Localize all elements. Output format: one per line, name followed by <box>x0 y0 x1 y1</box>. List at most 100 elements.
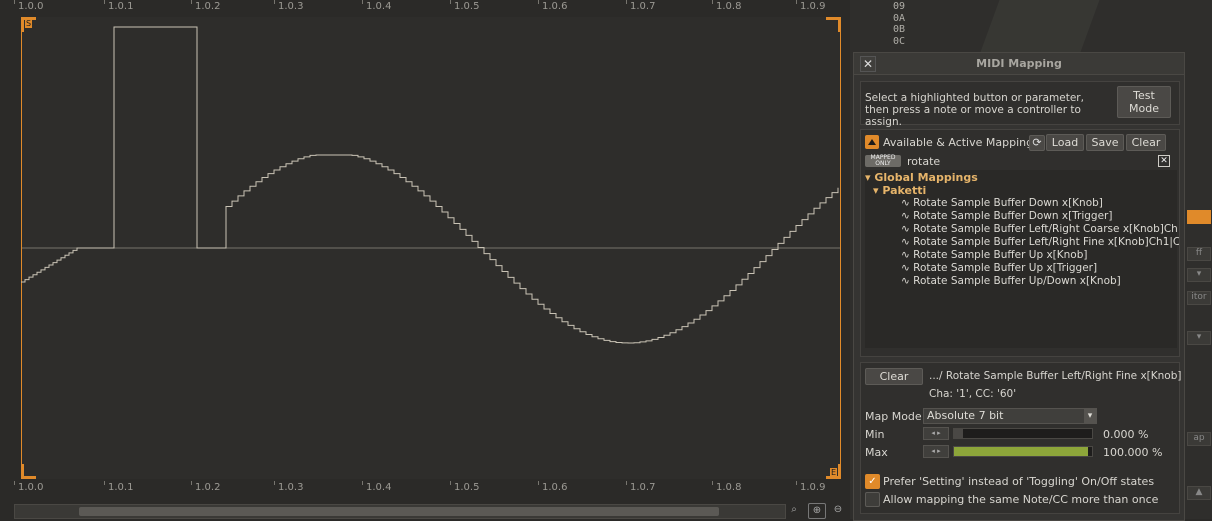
start-marker-label: S <box>25 19 33 28</box>
loop-start-marker[interactable]: S <box>21 17 36 32</box>
ruler-tick: 1.0.6 <box>537 0 568 12</box>
selected-assignment: Cha: '1', CC: '60' <box>929 388 1017 400</box>
ruler-tick: 1.0.1 <box>103 481 134 493</box>
min-slider[interactable] <box>953 428 1093 439</box>
mapping-item[interactable]: ∿ Rotate Sample Buffer Left/Right Coarse… <box>901 223 1179 235</box>
ruler-tick: 1.0.8 <box>711 0 742 12</box>
allow-same-label: Allow mapping the same Note/CC more than… <box>883 493 1159 506</box>
clear-mapping-button[interactable]: Clear <box>865 368 923 385</box>
ruler-tick: 1.0.0 <box>13 0 44 12</box>
waveform-view[interactable]: S E <box>21 17 841 479</box>
ruler-tick: 1.0.9 <box>795 0 826 12</box>
selected-mapping-path: .../ Rotate Sample Buffer Left/Right Fin… <box>929 370 1182 382</box>
tree-group-global[interactable]: ▾ Global Mappings <box>865 171 978 184</box>
hex-row: 09 <box>893 1 906 12</box>
filter-input[interactable]: rotate <box>907 155 941 168</box>
ruler-tick: 1.0.5 <box>449 0 480 12</box>
ruler-tick: 1.0.9 <box>795 481 826 493</box>
mapped-only-toggle[interactable]: MAPPED ONLY <box>865 155 901 167</box>
map-mode-select[interactable]: Absolute 7 bit ▾ <box>923 408 1097 424</box>
strip-item[interactable]: itor <box>1187 291 1211 305</box>
load-button[interactable]: Load <box>1046 134 1084 151</box>
loop-end-marker[interactable]: E <box>826 464 841 479</box>
hex-row: 0C <box>893 35 906 47</box>
ruler-tick: 1.0.3 <box>273 0 304 12</box>
ruler-tick: 1.0.5 <box>449 481 480 493</box>
logo-watermark <box>980 0 1100 52</box>
ruler-tick: 1.0.0 <box>13 481 44 493</box>
mapping-item[interactable]: ∿ Rotate Sample Buffer Down x[Trigger] <box>901 210 1113 222</box>
min-slider-handle[interactable] <box>954 429 963 438</box>
waveform-line <box>21 26 839 344</box>
max-value: 100.000 % <box>1103 446 1163 459</box>
midi-mapping-dialog: ✕ MIDI Mapping Select a highlighted butt… <box>853 52 1185 521</box>
mapping-item[interactable]: ∿ Rotate Sample Buffer Up x[Trigger] <box>901 262 1098 274</box>
min-stepper[interactable]: ◂ ▸ <box>923 427 949 440</box>
zoom-in-icon[interactable]: ⊕ <box>808 503 826 519</box>
strip-dropdown[interactable]: ▾ <box>1187 268 1211 282</box>
hex-row: 0A <box>893 12 906 24</box>
refresh-icon[interactable]: ⟳ <box>1029 135 1045 151</box>
max-label: Max <box>865 446 888 459</box>
clear-button[interactable]: Clear <box>1126 134 1166 151</box>
section-label: Available & Active Mappings <box>883 136 1039 149</box>
max-slider[interactable] <box>953 446 1093 457</box>
strip-orange-button[interactable] <box>1187 210 1211 224</box>
ruler-tick: 1.0.4 <box>361 0 392 12</box>
dialog-title: MIDI Mapping <box>976 57 1062 70</box>
tree-group-paketti[interactable]: ▾ Paketti <box>873 184 927 197</box>
end-marker-label: E <box>829 468 837 477</box>
min-label: Min <box>865 428 885 441</box>
mapping-item[interactable]: ∿ Rotate Sample Buffer Up x[Knob] <box>901 249 1088 261</box>
waveform-svg <box>21 17 841 479</box>
dialog-title-bar: ✕ MIDI Mapping <box>854 53 1184 75</box>
horizontal-scrollbar[interactable] <box>14 504 786 519</box>
close-icon[interactable]: ✕ <box>860 56 876 72</box>
strip-item[interactable]: ff <box>1187 247 1211 261</box>
min-value: 0.000 % <box>1103 428 1149 441</box>
loop-end-top-marker[interactable] <box>826 17 841 32</box>
ruler-tick: 1.0.4 <box>361 481 392 493</box>
mapping-item[interactable]: ∿ Rotate Sample Buffer Up/Down x[Knob] <box>901 275 1121 287</box>
mapping-item[interactable]: ∿ Rotate Sample Buffer Left/Right Fine x… <box>901 236 1179 248</box>
strip-item[interactable]: ap <box>1187 432 1211 446</box>
max-slider-fill <box>954 447 1088 456</box>
zoom-search-icon[interactable]: ⌕ <box>791 504 797 515</box>
map-mode-value: Absolute 7 bit <box>927 409 1004 422</box>
mapping-details-section: Clear .../ Rotate Sample Buffer Left/Rig… <box>860 362 1182 514</box>
save-button[interactable]: Save <box>1086 134 1124 151</box>
collapse-icon[interactable] <box>865 135 879 149</box>
max-stepper[interactable]: ◂ ▸ <box>923 445 949 458</box>
ruler-tick: 1.0.8 <box>711 481 742 493</box>
ruler-tick: 1.0.7 <box>625 481 656 493</box>
mappings-section: Available & Active Mappings ⟳ Load Save … <box>860 129 1180 357</box>
zoom-out-icon[interactable]: ⊖ <box>833 504 843 515</box>
test-mode-button[interactable]: Test Mode <box>1117 86 1171 118</box>
mappings-tree: ▾ Global Mappings ▾ Paketti ∿ Rotate Sam… <box>865 170 1179 348</box>
map-mode-label: Map Mode <box>865 410 922 423</box>
ruler-tick: 1.0.2 <box>190 481 221 493</box>
ruler-tick: 1.0.3 <box>273 481 304 493</box>
ruler-tick: 1.0.6 <box>537 481 568 493</box>
allow-same-checkbox[interactable] <box>865 492 880 507</box>
top-ruler: 1.0.0 1.0.1 1.0.2 1.0.3 1.0.4 1.0.5 1.0.… <box>0 0 850 15</box>
scrollbar-thumb[interactable] <box>79 507 719 516</box>
instructions-section: Select a highlighted button or parameter… <box>860 81 1180 128</box>
ruler-tick: 1.0.2 <box>190 0 221 12</box>
strip-up-button[interactable]: ▲ <box>1187 486 1211 500</box>
ruler-tick: 1.0.1 <box>103 0 134 12</box>
hex-column: 09 0A 0B 0C <box>893 1 915 47</box>
instructions-text: Select a highlighted button or parameter… <box>865 92 1084 128</box>
hex-row: 0B <box>893 24 906 35</box>
strip-dropdown[interactable]: ▾ <box>1187 331 1211 345</box>
mapping-item[interactable]: ∿ Rotate Sample Buffer Down x[Knob] <box>901 197 1103 209</box>
ruler-tick: 1.0.7 <box>625 0 656 12</box>
bottom-ruler: 1.0.0 1.0.1 1.0.2 1.0.3 1.0.4 1.0.5 1.0.… <box>0 481 850 496</box>
sample-editor: 1.0.0 1.0.1 1.0.2 1.0.3 1.0.4 1.0.5 1.0.… <box>0 0 850 519</box>
chevron-down-icon: ▾ <box>1084 409 1096 423</box>
loop-start-bottom-marker[interactable] <box>21 464 36 479</box>
prefer-setting-label: Prefer 'Setting' instead of 'Toggling' O… <box>883 475 1155 488</box>
prefer-setting-checkbox[interactable]: ✓ <box>865 474 880 489</box>
right-strip: ff ▾ itor ▾ ap ▲ <box>1183 0 1212 519</box>
clear-filter-icon[interactable]: ✕ <box>1158 155 1170 167</box>
